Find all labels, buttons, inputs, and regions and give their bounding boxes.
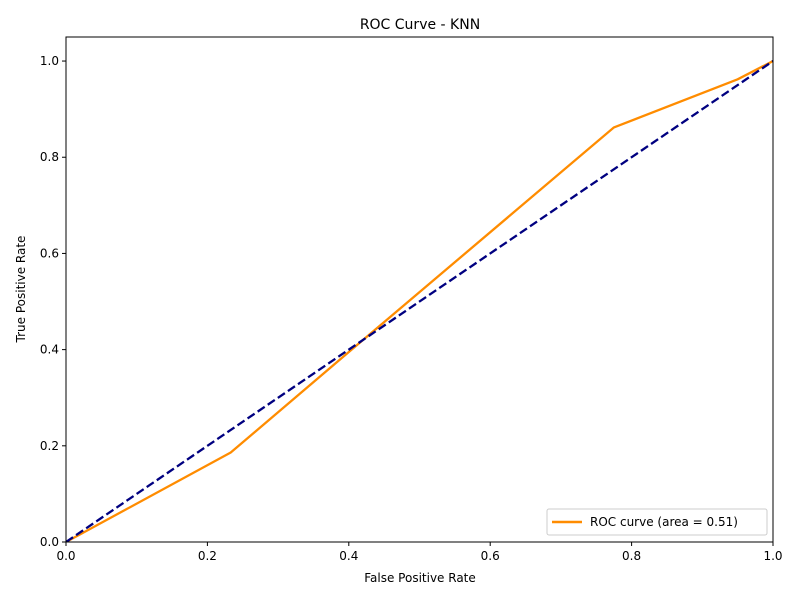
legend-label: ROC curve (area = 0.51)	[590, 515, 738, 529]
roc-curve-line	[66, 60, 773, 542]
x-axis-label: False Positive Rate	[364, 571, 476, 585]
series-layer	[66, 60, 773, 542]
x-tick-label: 0.6	[481, 549, 500, 563]
y-tick-label: 0.4	[40, 343, 59, 357]
legend-box	[546, 508, 768, 536]
x-tick-label: 0.4	[339, 549, 358, 563]
chart-title: ROC Curve - KNN	[360, 17, 480, 33]
legend: ROC curve (area = 0.51)	[546, 508, 768, 536]
x-tick-label: 0.8	[622, 549, 641, 563]
x-axis-ticks: 0.0 0.2 0.4 0.6 0.8 1.0	[56, 542, 783, 563]
y-tick-label: 0.8	[40, 150, 59, 164]
y-axis-ticks: 0.0 0.2 0.4 0.6 0.8 1.0	[40, 54, 66, 549]
y-tick-label: 1.0	[40, 54, 59, 68]
plot-frame	[65, 36, 774, 543]
y-tick-label: 0.6	[40, 246, 59, 260]
x-tick-label: 0.2	[198, 549, 217, 563]
x-tick-label: 1.0	[763, 549, 782, 563]
y-axis-label: True Positive Rate	[14, 236, 28, 344]
x-tick-label: 0.0	[56, 549, 75, 563]
y-tick-label: 0.0	[40, 535, 59, 549]
diagonal-reference-line	[66, 60, 773, 542]
y-tick-label: 0.2	[40, 439, 59, 453]
